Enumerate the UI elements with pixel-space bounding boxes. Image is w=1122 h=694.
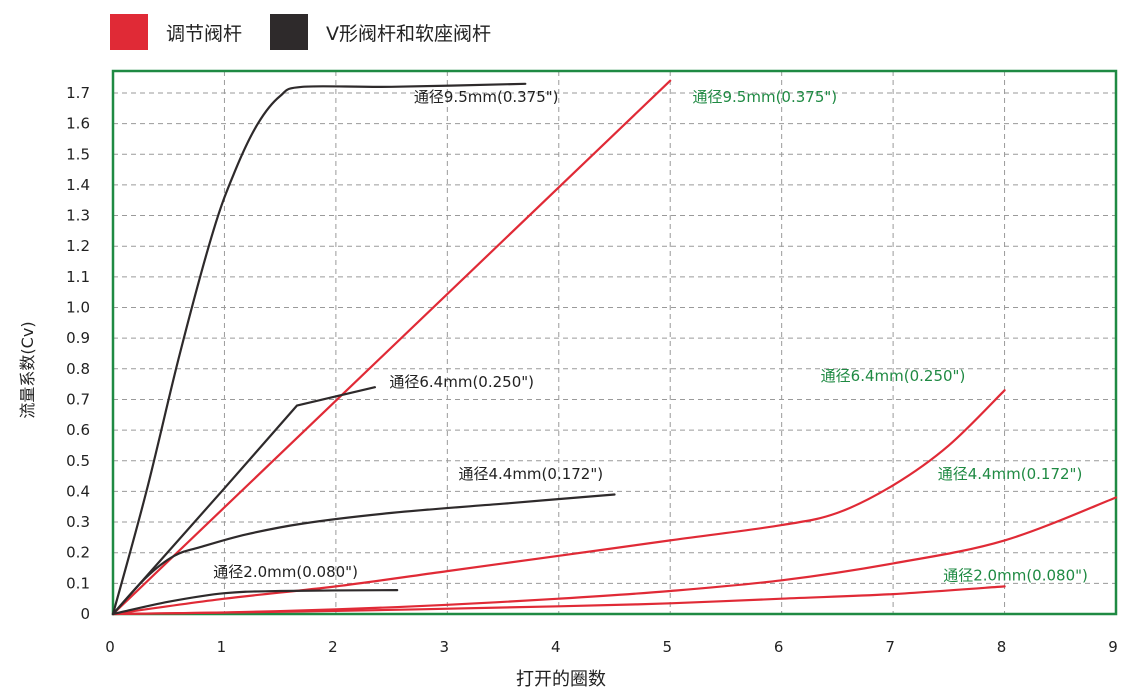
x-tick-label: 0 <box>105 638 115 656</box>
y-tick-label: 0.7 <box>66 390 90 408</box>
series-label: 通径4.4mm(0.172") <box>938 465 1083 483</box>
y-tick-label: 0.5 <box>66 452 90 470</box>
series-label: 通径9.5mm(0.375") <box>693 88 838 106</box>
x-tick-label: 7 <box>885 638 895 656</box>
legend-swatch-red <box>110 14 148 50</box>
y-tick-label: 1.5 <box>66 145 90 163</box>
y-axis-label: 流量系数(Cv) <box>18 321 37 419</box>
x-tick-label: 3 <box>440 638 450 656</box>
x-tick-label: 9 <box>1108 638 1118 656</box>
series-line-dark-5 <box>111 386 376 616</box>
y-tick-label: 1.1 <box>66 268 90 286</box>
y-tick-label: 0.6 <box>66 421 90 439</box>
x-axis-label: 打开的圈数 <box>516 669 606 690</box>
y-tick-label: 0 <box>80 605 90 623</box>
series-label: 通径2.0mm(0.080") <box>213 563 358 581</box>
y-tick-label: 1.3 <box>66 207 90 225</box>
series-line-dark-6 <box>111 493 616 616</box>
x-tick-label: 4 <box>551 638 561 656</box>
y-tick-label: 1.0 <box>66 299 90 317</box>
legend-item-adjusting-stem: 调节阀杆 <box>110 14 242 50</box>
series-label: 通径6.4mm(0.250") <box>389 373 534 391</box>
y-tick-label: 0.3 <box>66 513 90 531</box>
series-line-red-3 <box>111 585 1006 616</box>
y-tick-label: 0.4 <box>66 482 90 500</box>
legend-swatch-dark <box>270 14 309 50</box>
y-tick-label: 0.1 <box>66 574 90 592</box>
y-tick-label: 1.2 <box>66 237 90 255</box>
legend: 调节阀杆 V形阀杆和软座阀杆 <box>110 14 519 50</box>
y-tick-label: 0.8 <box>66 360 90 378</box>
y-tick-label: 0.9 <box>66 329 90 347</box>
plot-frame <box>111 69 1118 616</box>
x-tick-label: 2 <box>328 638 338 656</box>
x-tick-label: 5 <box>662 638 672 656</box>
x-tick-label: 1 <box>217 638 227 656</box>
legend-label: V形阀杆和软座阀杆 <box>326 22 492 45</box>
legend-item-v-stem: V形阀杆和软座阀杆 <box>270 14 491 50</box>
series-label: 通径2.0mm(0.080") <box>943 566 1088 584</box>
x-tick-label: 8 <box>997 638 1007 656</box>
series-label: 通径4.4mm(0.172") <box>458 465 603 483</box>
y-tick-label: 1.7 <box>66 84 90 102</box>
series-line-dark-7 <box>111 589 399 616</box>
series-line-red-2 <box>111 496 1118 616</box>
series-line-red-0 <box>111 79 672 616</box>
y-tick-label: 1.4 <box>66 176 90 194</box>
y-tick-label: 1.6 <box>66 115 90 133</box>
y-axis-label-wrap: 流量系数(Cv) <box>6 290 46 450</box>
series-label: 通径9.5mm(0.375") <box>414 88 559 106</box>
series-line-dark-4 <box>111 82 527 616</box>
legend-label: 调节阀杆 <box>166 22 243 45</box>
x-tick-label: 6 <box>774 638 784 656</box>
y-tick-label: 0.2 <box>66 544 90 562</box>
series-label: 通径6.4mm(0.250") <box>821 367 966 385</box>
